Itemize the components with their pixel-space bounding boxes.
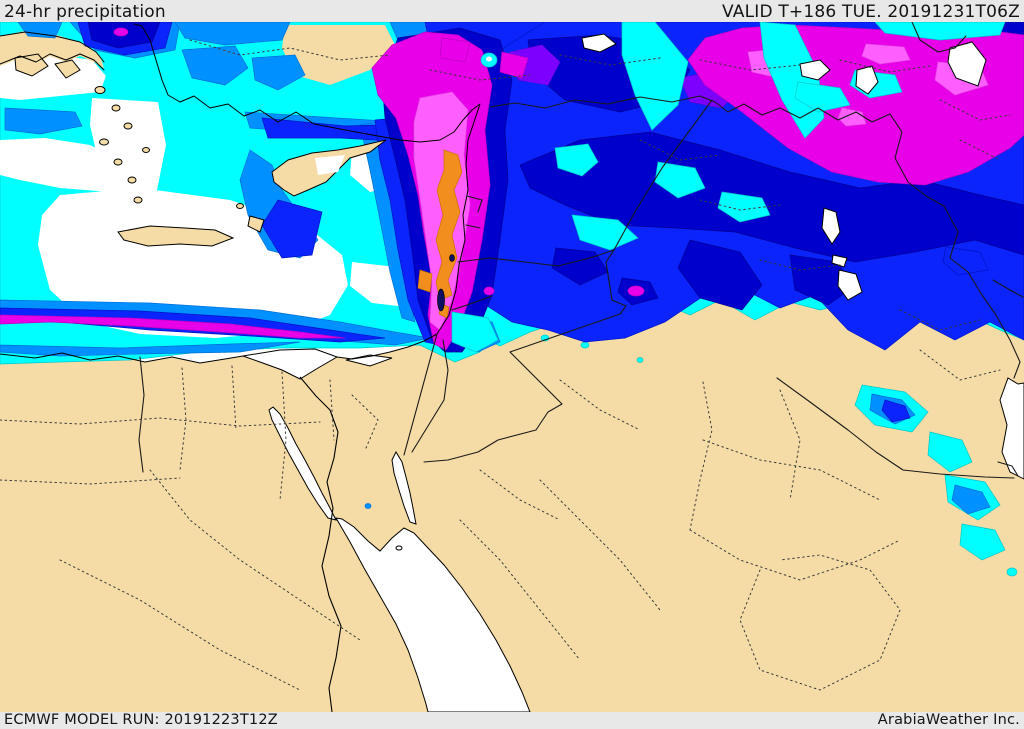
country-borders-layer: [138, 22, 1024, 479]
sea-of-galilee: [449, 254, 455, 262]
lake-habbaniyah: [831, 254, 848, 268]
red-sea: [335, 517, 531, 712]
admin-borders-layer: [0, 39, 1011, 691]
map-title: 24-hr precipitation: [4, 2, 166, 22]
footer-bar: ECMWF MODEL RUN: 20191223T12Z ArabiaWeat…: [0, 712, 1024, 729]
islands-layer: [14, 53, 393, 380]
lake-tharthar: [821, 207, 841, 245]
water-bodies-layer: [268, 33, 1024, 712]
lake-razzaza: [837, 269, 863, 301]
crete-island: [117, 225, 235, 247]
precipitation-map-canvas: [0, 22, 1024, 712]
persian-gulf: [999, 377, 1024, 480]
caspian-sea-corner: [947, 41, 987, 87]
rivers-layer: [299, 376, 342, 712]
dead-sea: [437, 288, 445, 312]
gulf-of-aqaba: [391, 450, 417, 525]
lake-tuz: [581, 33, 617, 53]
weather-map: [0, 22, 1024, 712]
nile-river: [299, 376, 342, 712]
header-bar: 24-hr precipitation VALID T+186 TUE. 201…: [0, 0, 1024, 22]
lake-van: [799, 59, 831, 81]
precip-orange-layer: [417, 149, 463, 319]
credit-label: ArabiaWeather Inc.: [877, 712, 1020, 728]
model-run-label: ECMWF MODEL RUN: 20191223T12Z: [4, 712, 278, 728]
valid-time-label: VALID T+186 TUE. 20191231T06Z: [722, 2, 1020, 22]
nile-delta: [242, 348, 339, 380]
coastlines-layer: [0, 23, 481, 364]
gulf-of-suez: [268, 406, 337, 521]
precip-cyan-inner-layer: [451, 22, 1006, 353]
